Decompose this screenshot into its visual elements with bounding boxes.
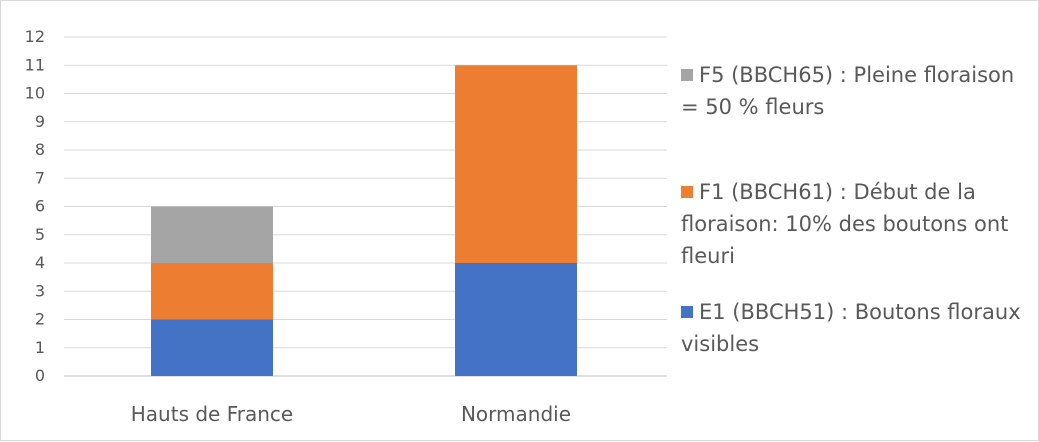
legend-label: F5 (BBCH65) : Pleine floraison = 50 % fl… — [681, 63, 1015, 119]
y-tick-label: 1 — [35, 338, 45, 357]
bar-segment — [455, 65, 577, 263]
y-tick-label: 5 — [35, 225, 45, 244]
y-tick-label: 12 — [25, 27, 45, 46]
y-tick-label: 2 — [35, 310, 45, 329]
legend-swatch — [681, 306, 693, 318]
category-label: Normandie — [461, 402, 571, 426]
y-tick-label: 8 — [35, 140, 45, 159]
category-label: Hauts de France — [131, 402, 293, 426]
bar-segment — [455, 263, 577, 376]
bar-segment — [151, 206, 273, 263]
y-tick-label: 7 — [35, 168, 45, 187]
legend-item: E1 (BBCH51) : Boutons floraux visibles — [681, 296, 1036, 360]
y-tick-label: 3 — [35, 281, 45, 300]
y-tick-label: 0 — [35, 366, 45, 385]
y-tick-label: 9 — [35, 112, 45, 131]
y-tick-label: 6 — [35, 197, 45, 216]
y-tick-label: 4 — [35, 253, 45, 272]
legend-item: F5 (BBCH65) : Pleine floraison = 50 % fl… — [681, 59, 1036, 123]
legend-item: F1 (BBCH61) : Début de la floraison: 10%… — [681, 176, 1036, 272]
bar-segment — [151, 263, 273, 320]
y-tick-label: 10 — [25, 84, 45, 103]
legend-label: F1 (BBCH61) : Début de la floraison: 10%… — [681, 180, 1009, 268]
legend-swatch — [681, 186, 693, 198]
legend-label: E1 (BBCH51) : Boutons floraux visibles — [681, 300, 1021, 356]
y-tick-label: 11 — [25, 55, 45, 74]
legend-swatch — [681, 69, 693, 81]
bar-segment — [151, 319, 273, 376]
